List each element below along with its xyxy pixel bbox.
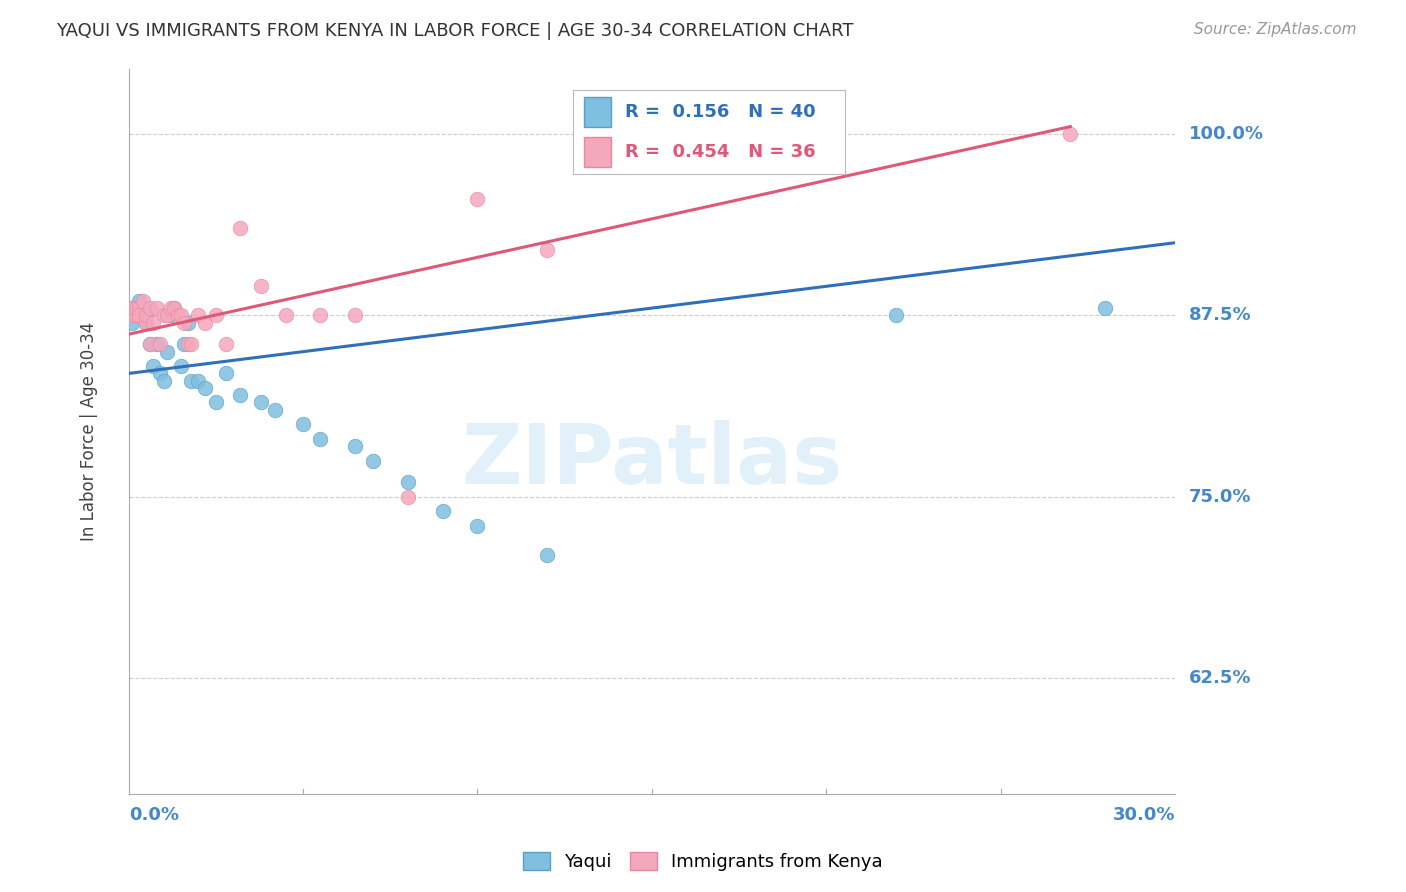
Point [173,337,195,351]
Legend: Yaqui, Immigrants from Kenya: Yaqui, Immigrants from Kenya [516,845,890,879]
Point [173,316,195,330]
Point [250,395,273,409]
Point [128,309,150,323]
Point [128,293,150,308]
Point [170,309,193,323]
Point [177,316,200,330]
Point [292,417,315,432]
Text: In Labor Force | Age 30-34: In Labor Force | Age 30-34 [80,322,98,541]
Point [1059,127,1081,141]
Point [536,243,558,257]
Point [344,309,367,323]
Point [432,504,454,518]
Point [536,548,558,562]
Point [177,337,200,351]
Point [467,192,489,206]
Point [180,337,202,351]
Point [124,301,146,315]
Point [121,309,143,323]
Point [229,388,252,402]
Point [159,309,181,323]
Point [159,301,181,315]
Point [135,316,157,330]
Point [215,337,238,351]
Point [142,316,165,330]
Point [163,301,186,315]
Text: 62.5%: 62.5% [1189,669,1251,688]
Point [467,519,489,533]
Point [131,309,153,323]
Point [396,475,419,490]
Point [156,309,179,323]
Point [884,309,907,323]
Point [135,309,157,323]
Text: ZIPatlas: ZIPatlas [461,420,842,501]
Point [131,301,153,315]
Point [166,309,188,323]
Point [138,337,160,351]
Point [187,374,209,388]
Point [149,337,172,351]
Point [264,402,287,417]
Text: 30.0%: 30.0% [1112,806,1175,824]
Point [396,490,419,504]
Point [142,359,165,374]
Point [128,309,150,323]
Point [121,316,143,330]
Point [309,432,332,446]
Point [180,374,202,388]
Text: 87.5%: 87.5% [1189,306,1251,325]
Point [145,301,167,315]
Point [215,367,238,381]
Point [274,309,297,323]
Point [121,301,143,315]
Point [170,359,193,374]
Point [229,221,252,235]
Point [124,309,146,323]
Point [194,316,217,330]
Point [124,301,146,315]
Point [135,309,157,323]
Point [121,301,143,315]
Text: 0.0%: 0.0% [129,806,179,824]
Point [309,309,332,323]
Point [205,395,228,409]
Point [135,316,157,330]
Point [187,309,209,323]
Text: Source: ZipAtlas.com: Source: ZipAtlas.com [1194,22,1357,37]
Point [138,337,160,351]
Text: YAQUI VS IMMIGRANTS FROM KENYA IN LABOR FORCE | AGE 30-34 CORRELATION CHART: YAQUI VS IMMIGRANTS FROM KENYA IN LABOR … [56,22,853,40]
Point [152,309,174,323]
Point [138,301,160,315]
Point [205,309,228,323]
Point [121,309,143,323]
Point [124,309,146,323]
Point [131,293,153,308]
Point [145,337,167,351]
Point [128,301,150,315]
Text: 75.0%: 75.0% [1189,488,1251,506]
Point [163,301,186,315]
Point [1094,301,1116,315]
Point [250,279,273,293]
Point [149,367,172,381]
Point [152,374,174,388]
Point [194,381,217,395]
Point [156,344,179,359]
Text: 100.0%: 100.0% [1189,125,1264,143]
Point [344,439,367,453]
Point [361,453,384,467]
